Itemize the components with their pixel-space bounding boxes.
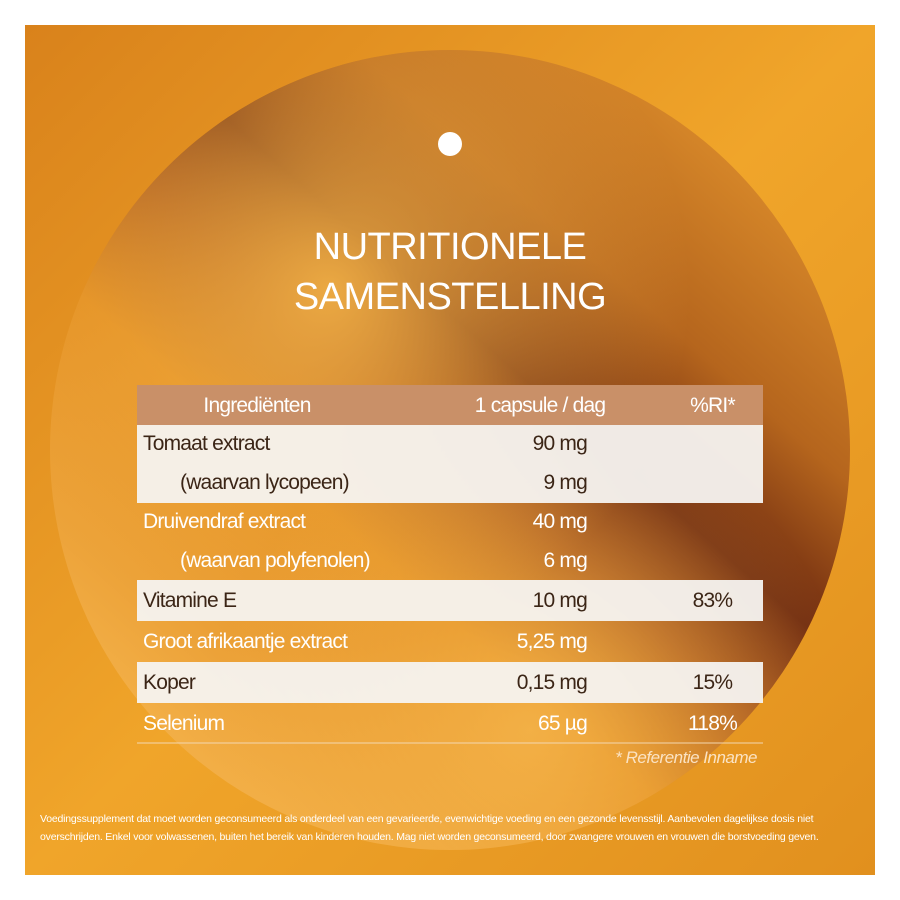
amount: 10 mg [532,588,588,612]
ingredient: (waarvan lycopeen) [180,471,350,495]
amount: 5,25 mg [516,629,588,653]
amount: 0,15 mg [516,670,588,694]
title: NUTRITIONELE [313,226,587,268]
header-row [137,385,763,425]
footnote: * Referentie Inname [615,748,757,767]
ingredient: Koper [143,670,196,694]
ingredient: Groot afrikaantje extract [143,629,348,653]
amount: 6 mg [543,548,588,572]
ingredient: Druivendraf extract [143,509,306,533]
column-header: 1 capsule / dag [474,394,606,417]
table-row [137,662,763,703]
amount: 9 mg [543,471,588,495]
ri-percent: 15% [692,670,733,694]
title: SAMENSTELLING [293,276,607,318]
column-header: %RI* [690,394,735,417]
hole [438,132,462,156]
table-row [137,425,763,503]
ri-percent: 83% [692,588,733,612]
column-header: Ingrediënten [203,394,311,417]
ingredient: Tomaat extract [143,432,270,456]
disclaimer: Voedingssupplement dat moet worden gecon… [40,813,819,843]
amount: 90 mg [532,432,588,456]
amount: 40 mg [532,509,588,533]
ingredient: (waarvan polyfenolen) [180,548,371,572]
ingredient: Selenium [143,711,225,735]
ri-percent: 118% [688,711,738,735]
amount: 65 µg [538,711,588,735]
table-row [137,580,763,621]
ingredient: Vitamine E [143,588,237,612]
